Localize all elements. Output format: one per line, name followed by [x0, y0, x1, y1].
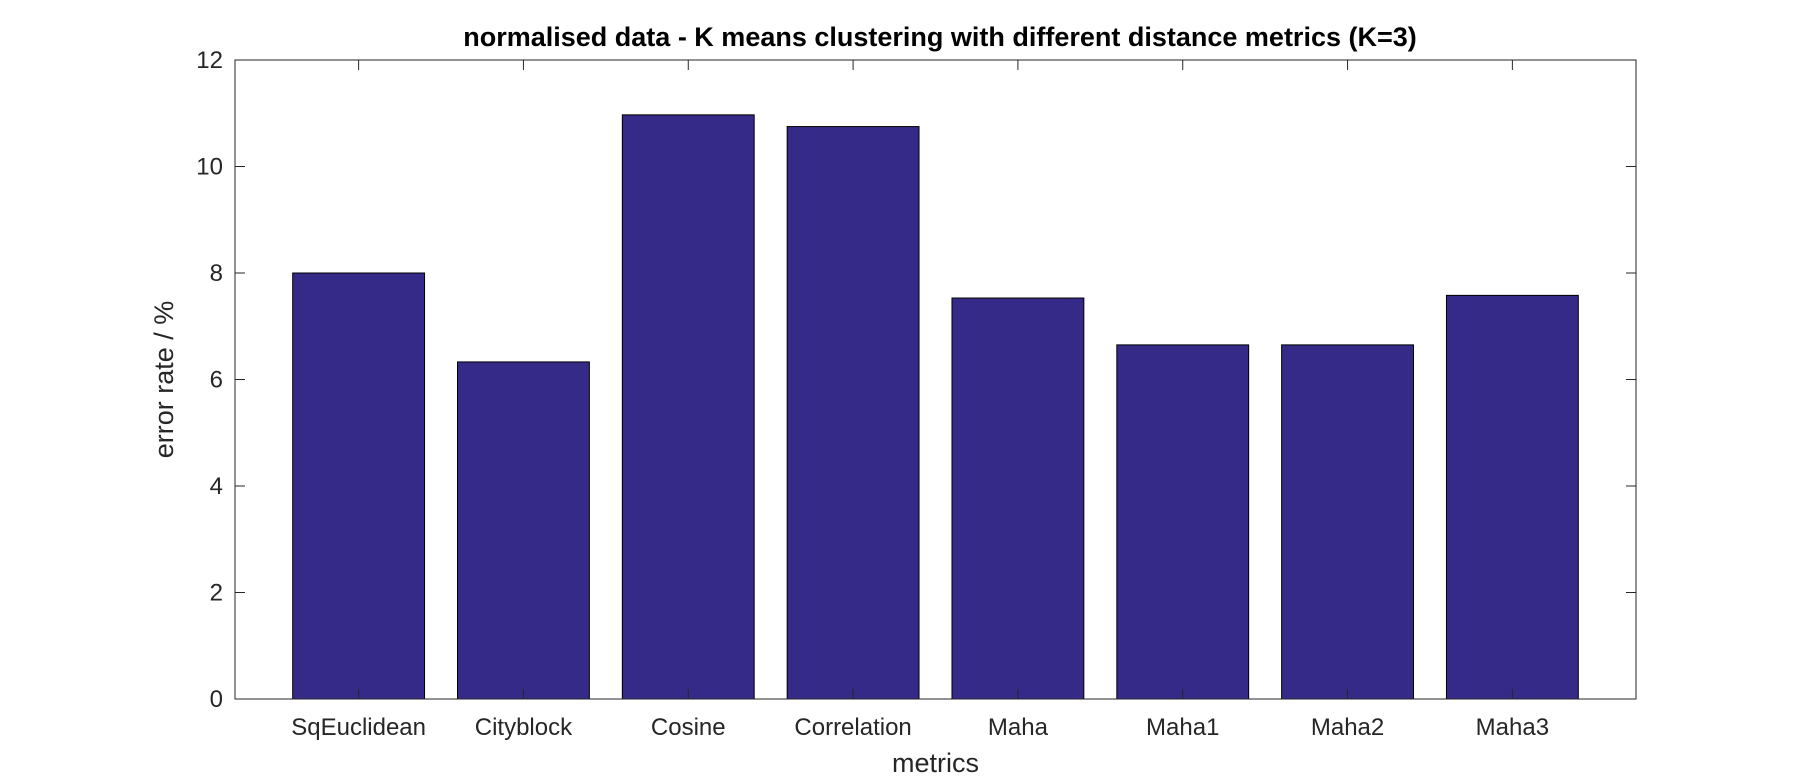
x-axis-label: metrics — [892, 748, 979, 778]
x-tick-label-sqeuclidean: SqEuclidean — [291, 714, 426, 741]
y-axis-label: error rate / % — [149, 301, 179, 459]
y-tick-label-10: 10 — [196, 154, 223, 181]
bar-maha — [951, 297, 1085, 700]
bar-maha2 — [1281, 344, 1414, 700]
bars-group — [292, 114, 1579, 700]
y-tick-label-0: 0 — [210, 686, 223, 713]
bar-cosine — [621, 114, 755, 700]
x-tick-label-maha3: Maha3 — [1476, 714, 1549, 741]
x-tick-label-correlation: Correlation — [794, 714, 911, 741]
y-tick-label-12: 12 — [196, 47, 223, 74]
x-tick-label-maha2: Maha2 — [1311, 714, 1384, 741]
x-tick-label-cosine: Cosine — [651, 714, 726, 741]
ticks-group: SqEuclidean Cityblock Cosine Correlation Mah… — [196, 47, 1636, 741]
bar-sqeuclidean — [292, 272, 426, 700]
bar-maha1 — [1116, 344, 1250, 700]
bar-correlation — [786, 126, 920, 700]
bar-cityblock — [457, 361, 590, 700]
y-tick-label-2: 2 — [210, 580, 223, 607]
chart-title: normalised data - K means clustering wit… — [463, 22, 1417, 52]
x-tick-label-maha1: Maha1 — [1146, 714, 1219, 741]
bar-maha3 — [1445, 294, 1579, 700]
plot-area-border — [234, 59, 1637, 700]
y-tick-label-6: 6 — [210, 367, 223, 394]
y-tick-label-4: 4 — [210, 473, 223, 500]
x-tick-label-cityblock: Cityblock — [475, 714, 573, 741]
y-tick-label-8: 8 — [210, 260, 223, 287]
x-tick-label-maha: Maha — [988, 714, 1049, 741]
